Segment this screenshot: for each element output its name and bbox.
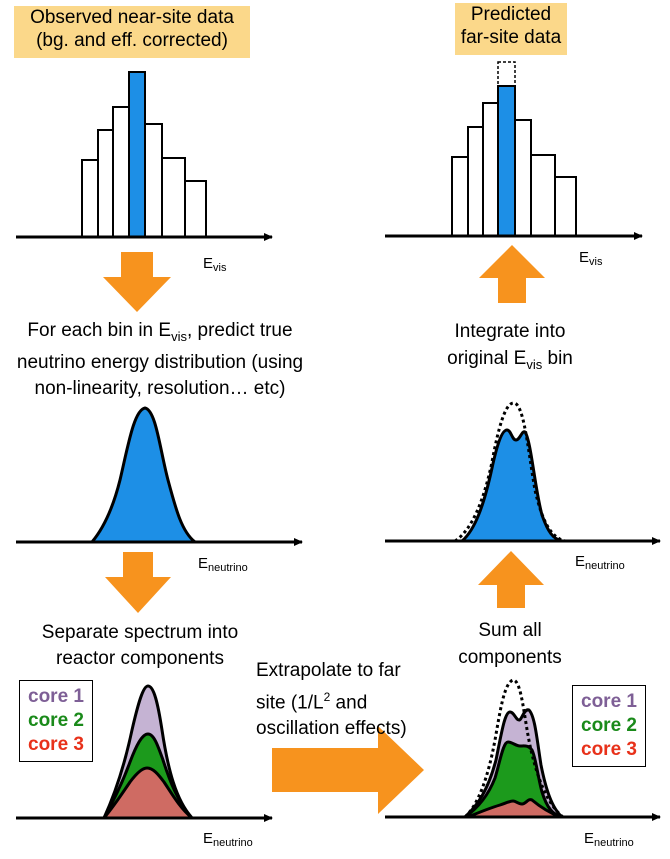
separate-line-2: reactor components (56, 648, 224, 669)
extrapolate-line-1: Extrapolate to far (256, 660, 401, 681)
sum-step-text: Sum all components (430, 617, 590, 671)
core3-layer (467, 798, 561, 819)
neutrino-peak-right-dotted-envelope (454, 401, 566, 543)
histogram-bar (554, 176, 577, 237)
up-arrow-1 (479, 245, 545, 303)
near-site-title-box: Observed near-site data (bg. and eff. co… (14, 6, 250, 58)
stacked-peak-right (460, 678, 566, 819)
histogram-bar (144, 123, 163, 238)
axis-label-main: E (203, 255, 214, 272)
text-run: , predict true (186, 320, 293, 341)
evis-label-left: Evis (203, 255, 226, 274)
eneutrino-label-bottom-left: Eneutrino (203, 830, 253, 849)
axis-label-main: E (198, 555, 209, 572)
separate-line-1: Separate spectrum into (41, 622, 239, 643)
predict-line-2: neutrino energy distribution (using (16, 351, 304, 373)
legend-item-core-3: core 3 (28, 734, 84, 755)
histogram-bar (467, 126, 484, 237)
histogram-bar (112, 106, 130, 238)
histogram-bar (184, 180, 207, 238)
near-site-title-line-2: (bg. and eff. corrected) (36, 30, 228, 51)
histogram-bar-highlighted (497, 85, 516, 237)
text-sup: 2 (323, 690, 331, 704)
near-site-title-line-1: Observed near-site data (30, 7, 234, 28)
text-sub: vis (171, 328, 187, 344)
legend-item-core-2: core 2 (28, 710, 84, 731)
axis-label-sub: neutrino (594, 837, 634, 849)
axis-label-sub: neutrino (585, 560, 625, 572)
legend-item-core-3: core 3 (581, 739, 637, 760)
sum-line-2: components (458, 647, 562, 668)
histogram-bar (530, 154, 556, 237)
stacked-peak-left (100, 684, 197, 820)
extrapolate-line-3: oscillation effects) (256, 718, 407, 740)
legend-item-core-2: core 2 (581, 715, 637, 736)
text-run: bin (542, 348, 573, 369)
text-run: For each bin in E (27, 320, 172, 341)
histogram-bar-highlighted (128, 71, 146, 238)
far-site-histogram (451, 61, 577, 237)
sum-line-1: Sum all (478, 620, 542, 641)
evis-label-right: Evis (579, 249, 602, 268)
right-arrow (272, 726, 424, 814)
far-site-title-box: Predicted far-site data (455, 3, 567, 55)
histogram-bar (514, 119, 532, 237)
integrate-line-2: original Evis bin (410, 345, 610, 378)
histogram-bar (81, 159, 99, 238)
text-run: and (330, 692, 368, 714)
predict-line-1: For each bin in Evis, predict true (0, 318, 320, 350)
histogram-bar (451, 156, 469, 237)
far-site-title-line-2: far-site data (460, 27, 562, 48)
integrate-step-text: Integrate into original Evis bin (410, 318, 610, 378)
axis-label-main: E (575, 553, 586, 570)
histogram-bar (482, 102, 499, 237)
extrapolate-step-text: Extrapolate to far site (1/L2 and oscill… (256, 658, 456, 742)
core-legend-left: core 1 core 2 core 3 (19, 680, 93, 762)
core2-layer (460, 740, 563, 819)
axis-label-main: E (584, 830, 595, 847)
axis-label-sub: neutrino (213, 837, 253, 849)
axis-label-main: E (579, 249, 590, 266)
axis-label-main: E (203, 830, 214, 847)
core3-layer (100, 766, 197, 820)
down-arrow-2 (105, 552, 171, 613)
down-arrow-1 (103, 252, 171, 312)
axis-label-sub: vis (213, 262, 227, 274)
predict-step-text: For each bin in Evis, predict true neutr… (0, 318, 320, 402)
far-site-title-line-1: Predicted (470, 4, 552, 25)
eneutrino-label-left: Eneutrino (198, 555, 248, 574)
up-arrow-2 (478, 551, 544, 608)
neutrino-peak-left (88, 406, 200, 544)
eneutrino-label-bottom-right: Eneutrino (584, 830, 634, 849)
text-run: original E (447, 348, 527, 369)
integrate-line-1: Integrate into (454, 321, 566, 342)
neutrino-peak-right (457, 428, 563, 543)
axis-label-sub: neutrino (208, 562, 248, 574)
core-legend-right: core 1 core 2 core 3 (572, 685, 646, 767)
histogram-bar (161, 157, 186, 238)
near-site-histogram (81, 71, 207, 238)
separate-step-text: Separate spectrum into reactor component… (20, 620, 260, 672)
axis-label-sub: vis (589, 256, 603, 268)
histogram-bar-dotted-top (497, 61, 516, 87)
text-run: site (1/L (256, 692, 324, 714)
legend-item-core-1: core 1 (581, 691, 637, 712)
extrapolate-line-2: site (1/L2 and (256, 684, 456, 716)
predict-line-3: non-linearity, resolution… etc) (34, 377, 286, 399)
histogram-bar (97, 129, 114, 238)
legend-item-core-1: core 1 (28, 686, 84, 707)
text-sub: vis (526, 356, 543, 372)
eneutrino-label-right: Eneutrino (575, 553, 625, 572)
